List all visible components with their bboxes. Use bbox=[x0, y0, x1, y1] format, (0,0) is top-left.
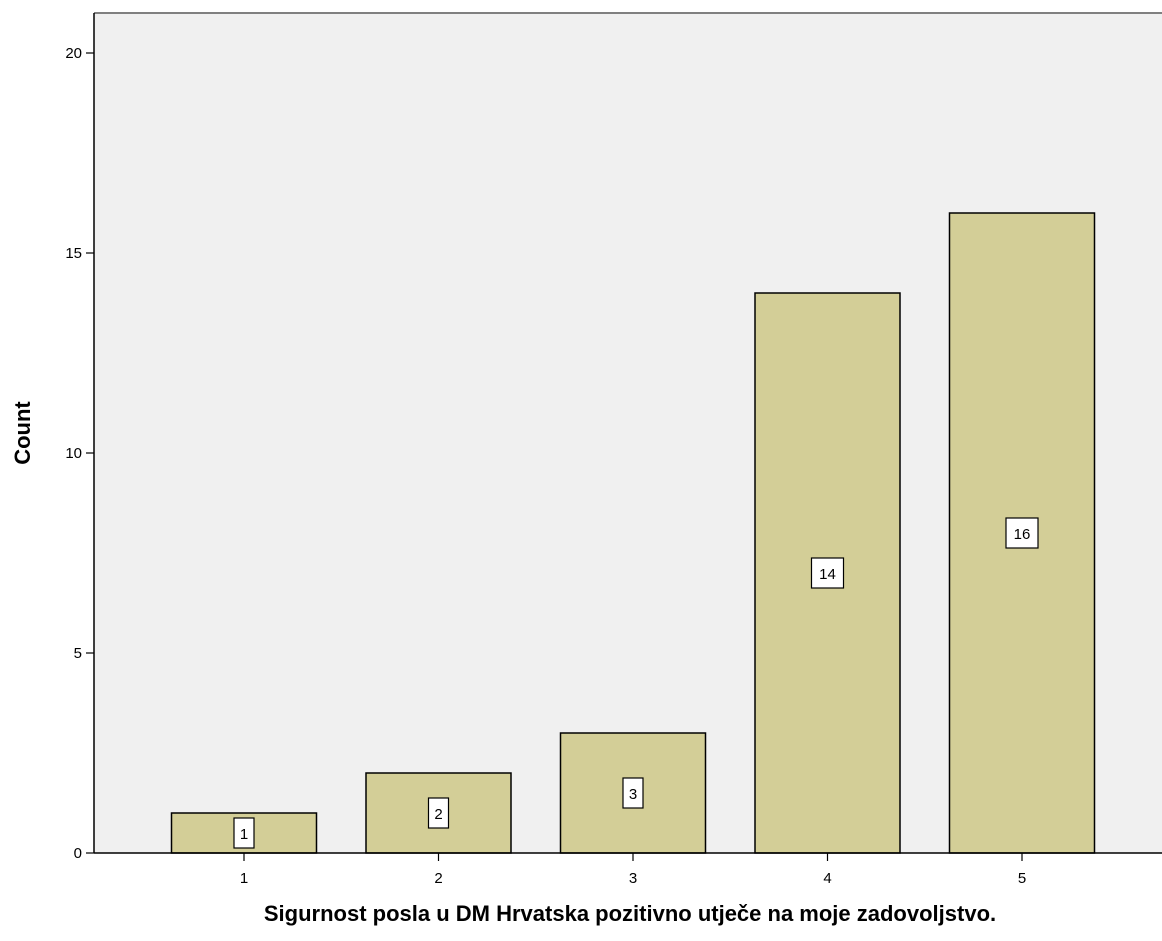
x-axis-title: Sigurnost posla u DM Hrvatska pozitivno … bbox=[264, 901, 996, 926]
x-tick-label: 4 bbox=[823, 870, 831, 887]
x-tick-label: 5 bbox=[1018, 870, 1026, 887]
y-ticks-group: 0 5 10 15 20 bbox=[65, 45, 94, 862]
y-tick-label: 10 bbox=[65, 445, 82, 462]
y-tick-label: 5 bbox=[74, 645, 82, 662]
data-label-box bbox=[1005, 517, 1039, 549]
data-label: 3 bbox=[629, 786, 637, 803]
data-label-box bbox=[810, 557, 845, 589]
data-label: 2 bbox=[434, 806, 442, 823]
x-tick-label: 3 bbox=[629, 870, 637, 887]
data-label: 14 bbox=[819, 566, 836, 583]
y-tick-label: 20 bbox=[65, 45, 82, 62]
data-label-box bbox=[622, 777, 644, 809]
bars-group: 1 2 3 14 16 bbox=[170, 212, 1096, 854]
data-label-box bbox=[427, 797, 450, 829]
data-label: 1 bbox=[240, 826, 248, 843]
x-tick-label: 1 bbox=[240, 870, 248, 887]
data-label: 16 bbox=[1014, 526, 1031, 543]
y-axis-title: Count bbox=[10, 401, 35, 465]
y-tick-label: 0 bbox=[74, 845, 82, 862]
x-tick-label: 2 bbox=[434, 870, 442, 887]
y-tick-label: 15 bbox=[65, 245, 82, 262]
data-label-box bbox=[233, 817, 255, 849]
x-ticks-group: 1 2 3 4 5 bbox=[240, 853, 1026, 887]
